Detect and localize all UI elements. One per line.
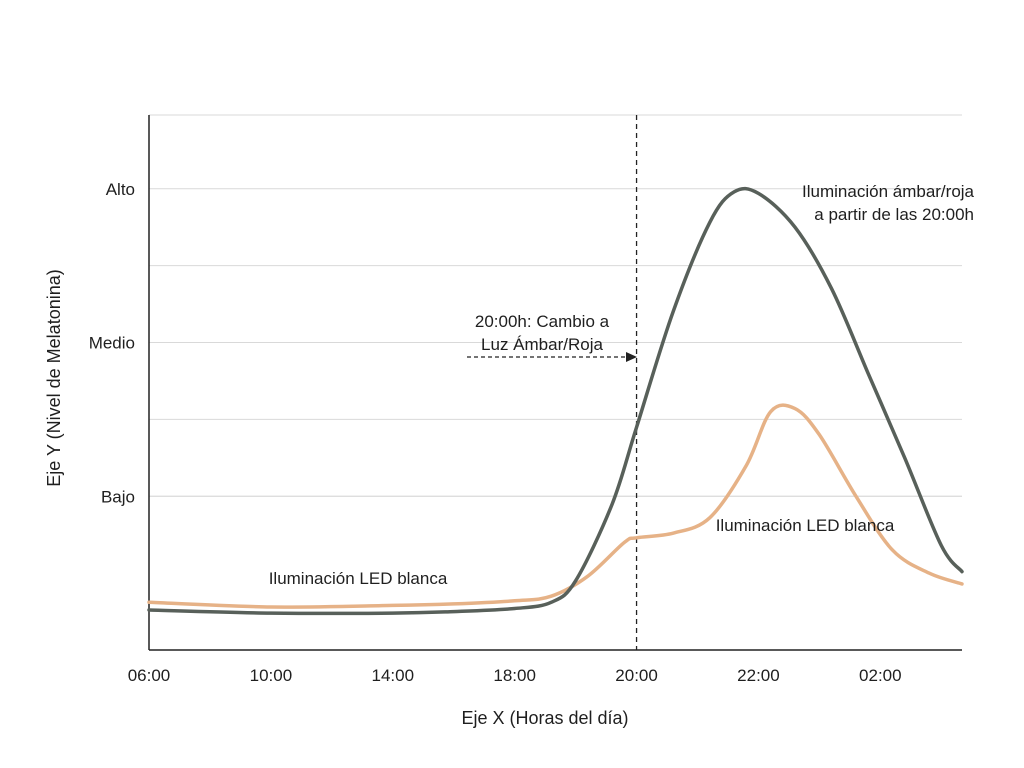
x-axis-title: Eje X (Horas del día) bbox=[461, 708, 628, 728]
series-label-led-right: Iluminación LED blanca bbox=[716, 516, 895, 535]
marker-arrow-head bbox=[626, 352, 637, 362]
x-tick-label: 10:00 bbox=[250, 666, 293, 685]
series-label-amber-red: Iluminación ámbar/roja a partir de las 20… bbox=[802, 182, 975, 224]
y-tick-label: Bajo bbox=[101, 487, 135, 506]
annotations: Iluminación ámbar/roja a partir de las 20… bbox=[269, 182, 975, 588]
series-line-amber-red bbox=[147, 186, 964, 616]
x-tick-label: 22:00 bbox=[737, 666, 780, 685]
series-label-led-left: Iluminación LED blanca bbox=[269, 569, 448, 588]
grid-lines bbox=[149, 114, 962, 497]
x-tick-label: 18:00 bbox=[493, 666, 536, 685]
x-tick-label: 02:00 bbox=[859, 666, 902, 685]
y-axis-title: Eje Y (Nivel de Melatonina) bbox=[44, 269, 64, 486]
x-tick-label: 20:00 bbox=[615, 666, 658, 685]
x-tick-label: 06:00 bbox=[128, 666, 171, 685]
y-tick-label: Medio bbox=[89, 334, 135, 353]
marker-label: 20:00h: Cambio a Luz Ámbar/Roja bbox=[475, 312, 610, 354]
y-tick-label: Alto bbox=[106, 180, 135, 199]
x-tick-labels: 06:00 10:00 14:00 18:00 20:00 22:00 02:00 bbox=[128, 666, 902, 685]
x-tick-label: 14:00 bbox=[372, 666, 415, 685]
y-tick-labels: Bajo Medio Alto bbox=[89, 180, 135, 506]
series-line-led-white bbox=[147, 403, 964, 609]
series-layer bbox=[147, 186, 964, 616]
